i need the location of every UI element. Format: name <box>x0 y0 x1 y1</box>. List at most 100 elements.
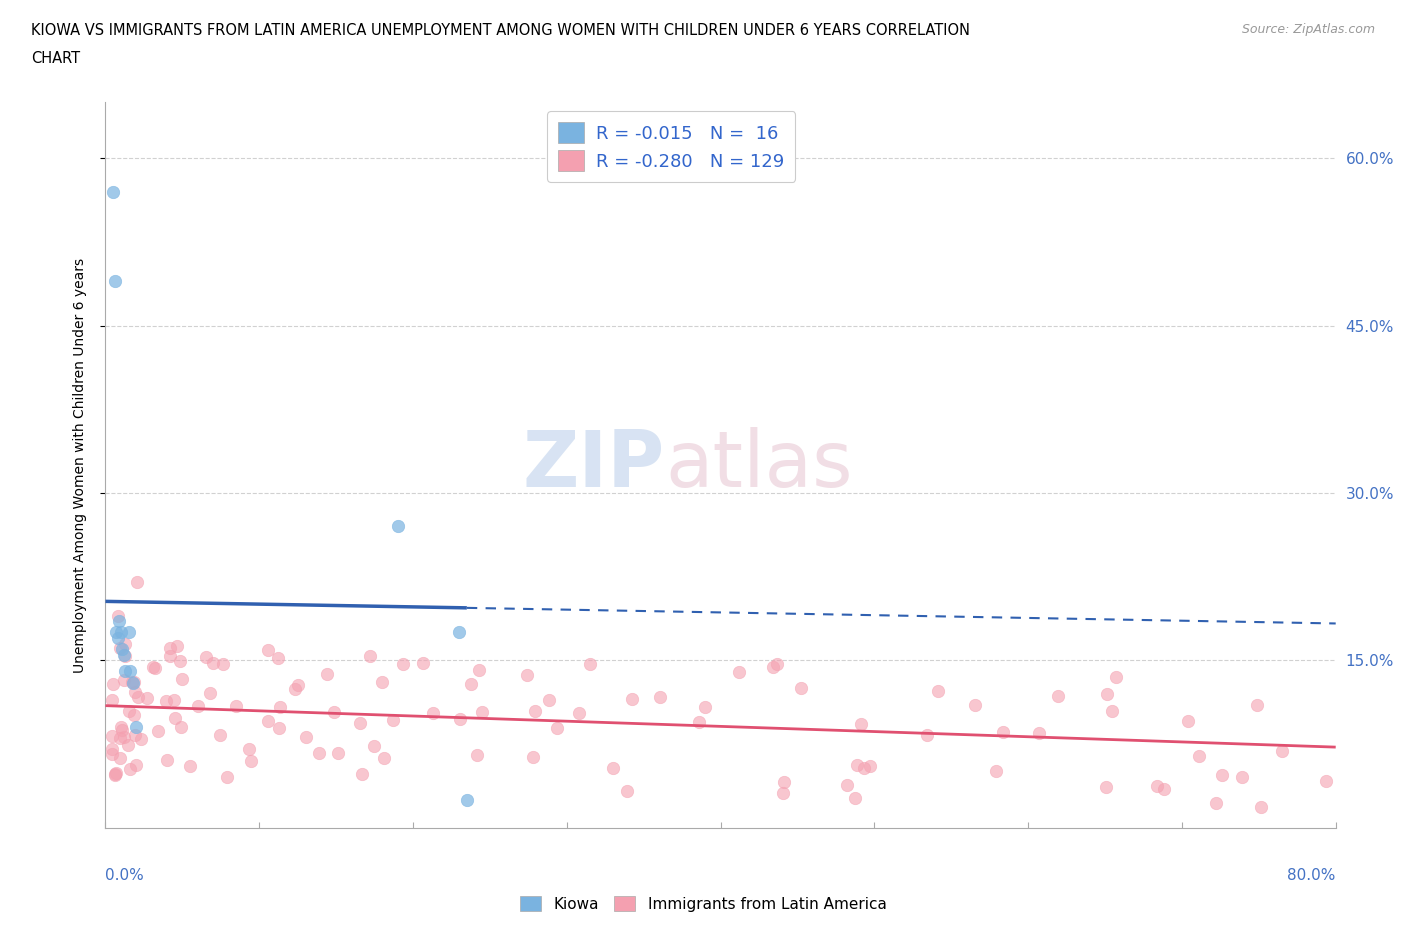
Point <box>121 674 143 689</box>
Point <box>169 654 191 669</box>
Point <box>101 728 124 743</box>
Point <box>198 685 221 700</box>
Point <box>373 751 395 765</box>
Text: Source: ZipAtlas.com: Source: ZipAtlas.com <box>1241 23 1375 36</box>
Point <box>187 699 209 714</box>
Point <box>762 659 785 674</box>
Point <box>287 677 309 692</box>
Point <box>129 732 152 747</box>
Point <box>915 727 938 742</box>
Point <box>225 698 247 713</box>
Point <box>256 713 278 728</box>
Point <box>1105 670 1128 684</box>
Point <box>392 657 415 671</box>
Point <box>465 748 488 763</box>
Point <box>117 737 139 752</box>
Text: KIOWA VS IMMIGRANTS FROM LATIN AMERICA UNEMPLOYMENT AMONG WOMEN WITH CHILDREN UN: KIOWA VS IMMIGRANTS FROM LATIN AMERICA U… <box>31 23 970 38</box>
Point <box>100 747 122 762</box>
Point <box>602 761 624 776</box>
Point <box>579 657 602 671</box>
Point <box>522 750 544 764</box>
Point <box>1246 698 1268 712</box>
Point <box>208 728 231 743</box>
Point <box>122 674 145 689</box>
Point <box>695 699 717 714</box>
Point <box>163 693 186 708</box>
Point <box>142 659 165 674</box>
Point <box>858 759 880 774</box>
Point <box>114 648 136 663</box>
Point <box>108 751 131 765</box>
Point <box>148 724 170 739</box>
Point <box>215 769 238 784</box>
Point <box>1177 713 1199 728</box>
Point <box>371 675 394 690</box>
Point <box>202 656 225 671</box>
Point <box>772 786 794 801</box>
Point <box>773 775 796 790</box>
Point <box>101 184 124 199</box>
Point <box>238 741 260 756</box>
Point <box>1028 725 1050 740</box>
Point <box>125 720 148 735</box>
Point <box>143 660 166 675</box>
Point <box>1230 769 1253 784</box>
Point <box>295 730 318 745</box>
Point <box>166 639 188 654</box>
Point <box>835 777 858 792</box>
Point <box>122 708 145 723</box>
Point <box>239 753 262 768</box>
Point <box>790 681 813 696</box>
Point <box>136 690 159 705</box>
Point <box>101 676 124 691</box>
Point <box>1153 782 1175 797</box>
Point <box>363 739 385 754</box>
Point <box>456 792 478 807</box>
Legend: Kiowa, Immigrants from Latin America: Kiowa, Immigrants from Latin America <box>513 889 893 918</box>
Point <box>1095 779 1118 794</box>
Point <box>844 790 866 805</box>
Point <box>124 684 146 699</box>
Point <box>212 657 235 671</box>
Point <box>127 689 149 704</box>
Point <box>156 752 179 767</box>
Point <box>349 716 371 731</box>
Point <box>194 649 217 664</box>
Point <box>315 667 337 682</box>
Point <box>284 681 307 696</box>
Point <box>1101 704 1123 719</box>
Point <box>124 727 146 742</box>
Point <box>159 648 181 663</box>
Point <box>538 693 561 708</box>
Point <box>1095 687 1118 702</box>
Point <box>104 273 127 288</box>
Point <box>1146 778 1168 793</box>
Point <box>688 714 710 729</box>
Point <box>114 664 136 679</box>
Point <box>449 711 471 726</box>
Point <box>350 766 373 781</box>
Point <box>105 625 128 640</box>
Point <box>118 762 141 777</box>
Point <box>523 703 546 718</box>
Point <box>107 608 129 623</box>
Point <box>991 724 1014 739</box>
Point <box>849 716 872 731</box>
Point <box>1271 744 1294 759</box>
Point <box>112 730 135 745</box>
Point <box>846 757 869 772</box>
Point <box>107 631 129 645</box>
Point <box>104 767 127 782</box>
Point <box>111 642 134 657</box>
Point <box>727 664 749 679</box>
Point <box>449 625 471 640</box>
Point <box>1046 688 1069 703</box>
Text: ZIP: ZIP <box>523 427 665 503</box>
Point <box>422 706 444 721</box>
Text: 80.0%: 80.0% <box>1288 868 1336 883</box>
Point <box>266 651 288 666</box>
Point <box>120 664 141 679</box>
Text: CHART: CHART <box>31 51 80 66</box>
Point <box>412 656 434 671</box>
Point <box>986 764 1008 778</box>
